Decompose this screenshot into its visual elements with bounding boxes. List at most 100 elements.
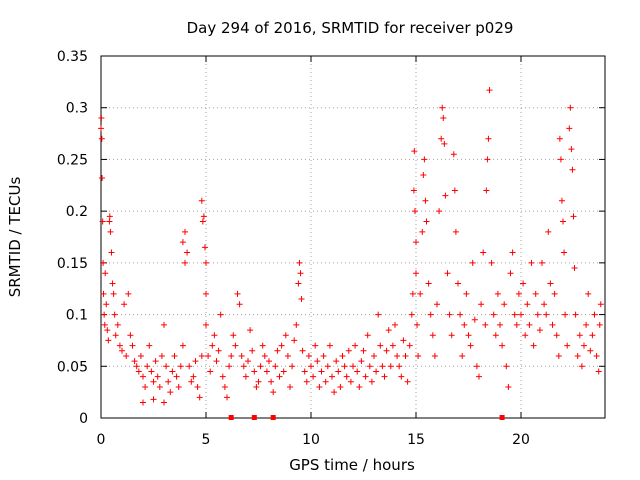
data-point [549, 321, 556, 328]
data-point [270, 389, 277, 396]
data-point [422, 197, 429, 204]
data-point [203, 259, 209, 266]
data-point [483, 187, 490, 194]
data-point [150, 378, 157, 385]
data-point [425, 280, 432, 287]
data-point [345, 347, 352, 354]
data-point [392, 321, 398, 328]
data-point [236, 301, 243, 308]
data-point [293, 321, 300, 328]
data-point [373, 368, 380, 375]
data-point [110, 290, 117, 297]
data-point [539, 259, 545, 266]
data-point [402, 352, 409, 359]
data-point [198, 197, 205, 204]
data-point [404, 378, 411, 385]
data-point [381, 373, 388, 380]
data-point [419, 228, 426, 235]
data-point [154, 373, 161, 380]
data-point [298, 296, 305, 303]
data-point [379, 363, 386, 370]
data-point [324, 363, 331, 370]
data-point [368, 378, 375, 385]
data-point [173, 373, 180, 380]
data-point [135, 368, 142, 375]
data-point [439, 104, 446, 111]
zero-marker [251, 415, 257, 420]
data-point [192, 358, 199, 365]
data-point [360, 347, 367, 354]
data-point [509, 249, 516, 256]
data-point [205, 352, 212, 359]
data-point [484, 156, 491, 163]
data-point [125, 290, 132, 297]
data-point [473, 363, 480, 370]
data-point [421, 156, 428, 163]
data-point [109, 280, 116, 287]
data-point [415, 352, 422, 359]
y-tick-label: 0.25 [57, 152, 88, 168]
data-point [431, 352, 438, 359]
data-point [513, 321, 520, 328]
data-point [314, 358, 321, 365]
x-tick-label: 0 [97, 432, 106, 448]
data-point [494, 290, 501, 297]
data-point [263, 368, 270, 375]
plot-frame [100, 55, 606, 419]
data-point [413, 270, 419, 277]
data-point [144, 363, 151, 370]
data-point [410, 187, 417, 194]
data-point [137, 352, 144, 359]
data-point [101, 311, 108, 318]
data-point [103, 301, 110, 308]
data-point [322, 378, 329, 385]
data-point [179, 342, 186, 349]
data-point [228, 352, 235, 359]
data-point [150, 396, 157, 403]
data-point [545, 228, 552, 235]
data-point [100, 259, 107, 266]
data-point [282, 332, 289, 339]
data-point [469, 259, 476, 266]
data-point [480, 249, 487, 256]
data-point [356, 383, 363, 390]
data-point [408, 311, 415, 318]
data-point [505, 383, 512, 390]
data-point [448, 332, 455, 339]
x-tick-label: 10 [302, 432, 320, 448]
data-point [299, 347, 306, 354]
data-point [318, 368, 325, 375]
data-point [104, 327, 111, 334]
data-point [146, 342, 153, 349]
data-point [133, 363, 140, 370]
data-point [413, 239, 419, 246]
data-point [420, 171, 427, 178]
data-point [219, 373, 226, 380]
data-point [316, 383, 323, 390]
data-point [567, 104, 574, 111]
data-point [455, 280, 461, 287]
data-point [557, 156, 564, 163]
data-point [534, 311, 541, 318]
data-point [200, 213, 207, 220]
data-point [107, 228, 114, 235]
data-point [377, 342, 384, 349]
data-point [375, 311, 382, 318]
data-point [320, 352, 327, 359]
data-point [295, 280, 302, 287]
data-point [232, 342, 239, 349]
data-point [497, 321, 503, 328]
data-point [310, 373, 317, 380]
data-point [385, 327, 392, 334]
data-point [482, 321, 489, 328]
data-point [457, 311, 464, 318]
y-tick-label: 0.05 [57, 359, 88, 375]
data-point [203, 321, 209, 328]
zero-marker [499, 415, 505, 420]
data-point [331, 389, 338, 396]
data-point [561, 249, 568, 256]
data-point [203, 290, 209, 297]
data-point [364, 332, 371, 339]
data-point [576, 332, 583, 339]
data-point [566, 125, 573, 132]
